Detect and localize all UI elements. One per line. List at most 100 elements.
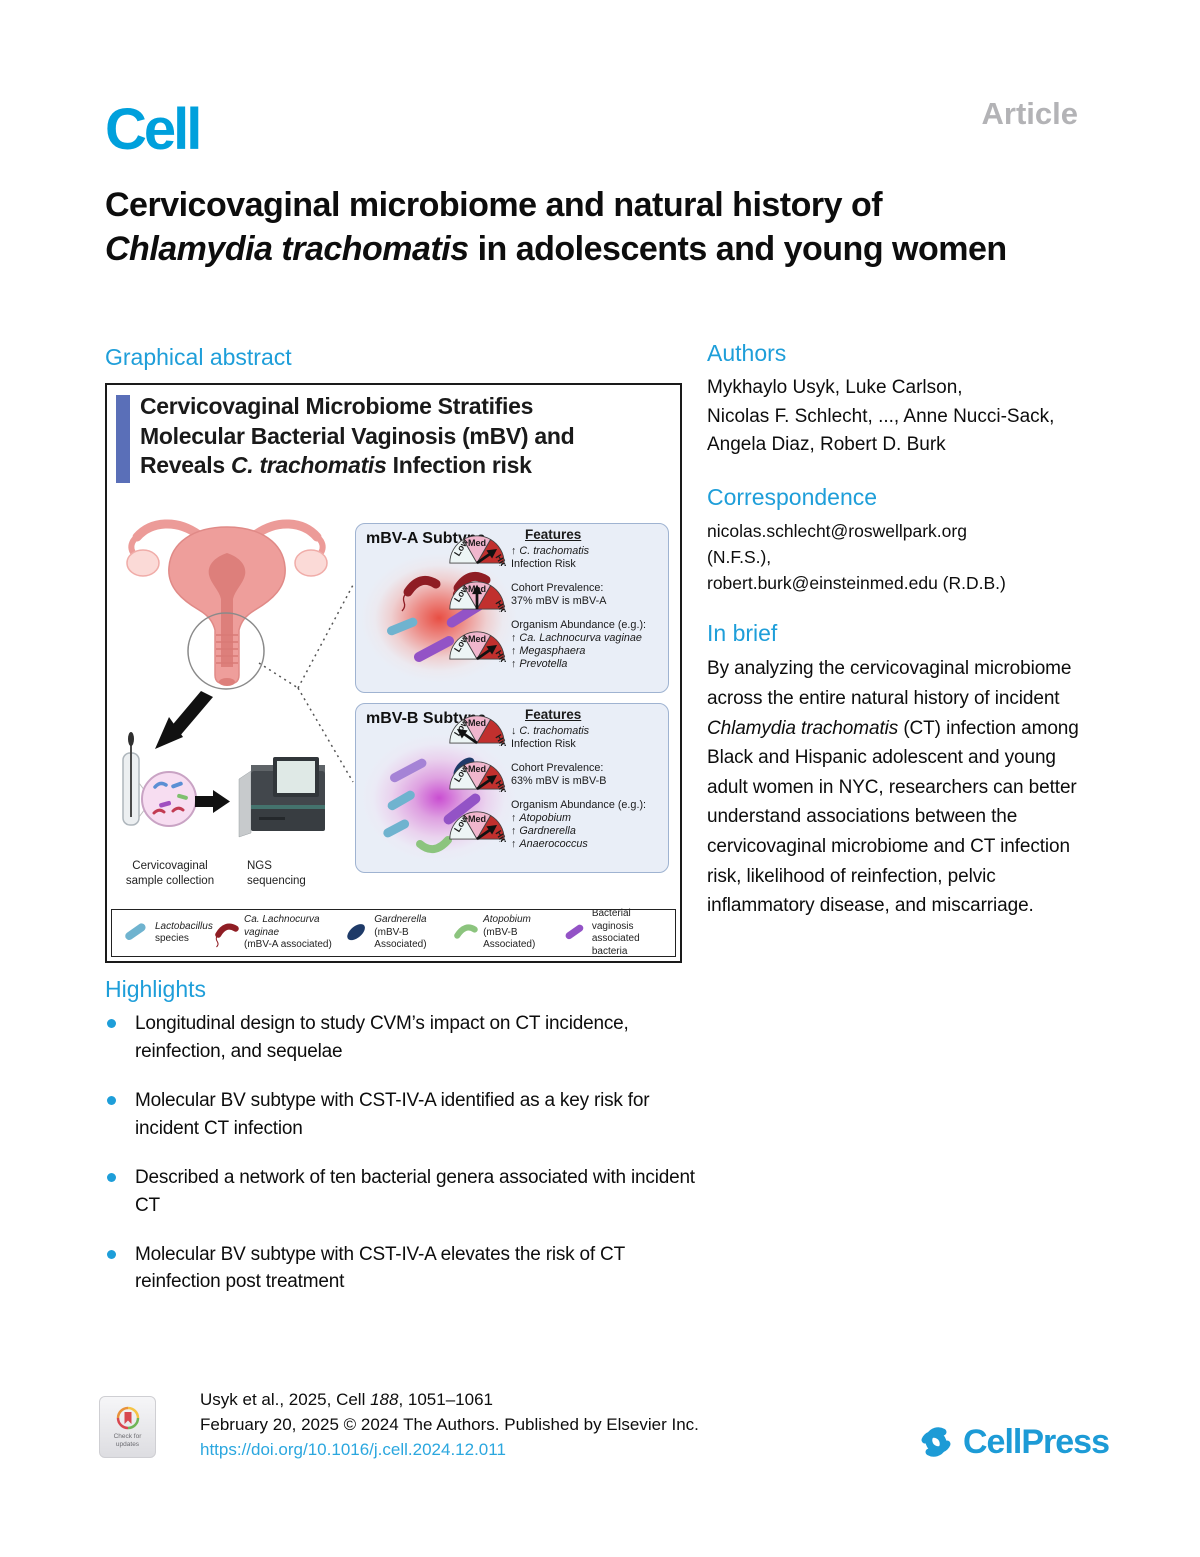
figure-title-accent-bar [116, 395, 130, 483]
author-names: Mykhaylo Usyk, Luke Carlson, Nicolas F. … [707, 374, 1095, 460]
highlight-item: Described a network of ten bacterial gen… [105, 1164, 705, 1220]
cell-journal-logo: Cell [105, 97, 202, 162]
check-updates-icon [116, 1406, 139, 1430]
magnifier-circle [187, 612, 265, 690]
risk-gauge-icon: Low Med High [449, 631, 506, 662]
legend-item: Ca. Lachnocurva vaginae (mBV-A associated… [213, 914, 343, 952]
author-line: Nicolas F. Schlecht, ..., Anne Nucci-Sac… [707, 405, 1055, 427]
cellpress-logo: CellPress [916, 1422, 1110, 1462]
svg-text:High: High [493, 733, 506, 747]
features-heading: Features [525, 527, 582, 542]
highlights-heading: Highlights [105, 976, 206, 1002]
svg-text:High: High [493, 648, 506, 662]
rod-bacterium-icon [125, 923, 146, 941]
bacteria-cloud-mbv-a [360, 550, 518, 686]
svg-text:Med: Med [468, 634, 486, 644]
in-brief-heading: In brief [707, 620, 778, 647]
feature-text: Cohort Prevalence: 37% mBV is mBV-A [511, 582, 607, 608]
svg-text:High: High [493, 779, 506, 793]
feature-text: Cohort Prevalence: 63% mBV is mBV-B [511, 762, 607, 788]
features-heading: Features [525, 707, 582, 722]
check-updates-label: Check for updates [113, 1432, 142, 1448]
feature-row: Low Med High Features ↑ C. trachomatis Inf… [448, 527, 664, 571]
author-line: Angela Diaz, Robert D. Burk [707, 434, 946, 455]
highlight-text: Described a network of ten bacterial gen… [135, 1166, 695, 1216]
correspondence-heading: Correspondence [707, 483, 878, 510]
highlights-list: Longitudinal design to study CVM’s impac… [105, 1010, 705, 1317]
legend-item: Lactobacillus species [120, 918, 213, 948]
legend-item: Gardnerella (mBV-B Associated) [343, 914, 452, 952]
citation-block: Usyk et al., 2025, Cell 188, 1051–1061 F… [200, 1388, 699, 1463]
bullet-icon [107, 1019, 116, 1028]
panel-title: mBV-B Subtype [366, 710, 487, 727]
article-type-badge: Article [981, 96, 1078, 131]
svg-text:Med: Med [468, 764, 486, 774]
svg-text:Med: Med [468, 538, 486, 548]
panel-feature-rows: Low Med High Features ↓ C. trachomatis Inf… [448, 707, 664, 858]
figure-legend: Lactobacillus species Ca. Lachnocurva vag… [111, 908, 676, 958]
dashed-link-lines [258, 584, 354, 783]
sample-collection-label: Cervicovaginal sample collection [125, 860, 215, 887]
legend-label: Gardnerella (mBV-B Associated) [374, 914, 427, 951]
risk-gauge-icon: Low Med High [449, 761, 506, 793]
correspondence-emails: nicolas.schlecht@roswellpark.org (N.F.S.… [707, 518, 1095, 597]
risk-gauge-icon: Low Med High [449, 811, 506, 842]
page-title: Cervicovaginal microbiome and natural hi… [105, 186, 1007, 268]
svg-text:Med: Med [468, 814, 486, 824]
graphical-abstract-figure: Cervicovaginal Microbiome Stratifies Mole… [105, 383, 682, 963]
risk-gauge-icon: Low Med High [449, 581, 506, 613]
feature-text: Features ↓ C. trachomatis Infection Risk [511, 707, 590, 751]
cellpress-wordmark: CellPress [963, 1422, 1110, 1461]
legend-item: Atopobium (mBV-B Associated) [452, 914, 561, 952]
in-brief-text: By analyzing the cervicovaginal microbio… [707, 658, 1079, 917]
bacteria-shapes-mbv-b [383, 757, 481, 854]
highlight-text: Longitudinal design to study CVM’s impac… [135, 1013, 629, 1062]
highlight-item: Molecular BV subtype with CST-IV-A ident… [105, 1087, 705, 1143]
legend-label: Atopobium (mBV-B Associated) [483, 914, 536, 951]
correspondence-line: nicolas.schlecht@roswellpark.org [707, 520, 967, 541]
svg-text:High: High [493, 553, 506, 567]
legend-item: Bacterial vaginosis associated bacteria [561, 908, 667, 958]
feature-row: Low Med High Organism Abundance (e.g.): ↑… [448, 799, 664, 851]
ngs-sequencing-label: NGS sequencing [247, 860, 306, 887]
highlight-text: Molecular BV subtype with CST-IV-A ident… [135, 1089, 650, 1139]
correspondence-line: (N.F.S.), [707, 546, 772, 567]
doi-link[interactable]: https://doi.org/10.1016/j.cell.2024.12.0… [200, 1439, 506, 1459]
author-line: Mykhaylo Usyk, Luke Carlson, [707, 377, 963, 398]
bacteria-cloud-mbv-b [360, 730, 518, 866]
rod-bacterium-icon [565, 924, 583, 940]
crescent-bacterium-icon [454, 924, 478, 939]
ellipse-bacterium-icon [347, 924, 366, 941]
feature-text: Organism Abundance (e.g.): ↑ Atopobium ↑ G… [511, 799, 647, 850]
subtype-panel-mbv-a: mBV-A Subtype Low Med High Features ↑ C. … [355, 523, 669, 693]
feature-row: Low Med High Organism Abundance (e.g.): ↑… [448, 619, 664, 671]
cellpress-mark-icon [921, 1427, 951, 1457]
crescent-tail-bacterium-icon [214, 923, 239, 948]
highlight-item: Longitudinal design to study CVM’s impac… [105, 1010, 705, 1066]
svg-text:Med: Med [468, 718, 486, 728]
feature-row: Low Med High Features ↓ C. trachomatis Inf… [448, 707, 664, 751]
authors-heading: Authors [707, 340, 787, 366]
feature-row: Low Med High Cohort Prevalence: 63% mBV i… [448, 758, 664, 792]
check-for-updates-badge[interactable]: Check for updates [99, 1396, 156, 1458]
risk-gauge-icon: Low Med High [449, 535, 506, 567]
highlight-text: Molecular BV subtype with CST-IV-A eleva… [135, 1243, 625, 1293]
bullet-icon [107, 1095, 116, 1105]
subtype-panel-mbv-b: mBV-B Subtype Low Med High Features ↓ C. … [355, 703, 669, 873]
legend-label: Bacterial vaginosis associated bacteria [591, 908, 640, 957]
risk-gauge-icon: Low Med High [449, 715, 506, 747]
svg-text:High: High [493, 828, 506, 842]
svg-text:High: High [493, 599, 506, 613]
publication-line: February 20, 2025 © 2024 The Authors. Pu… [200, 1414, 699, 1434]
graphical-abstract-heading: Graphical abstract [105, 344, 292, 370]
bullet-icon [107, 1172, 116, 1182]
panel-title: mBV-A Subtype [366, 530, 486, 547]
feature-row: Low Med High Cohort Prevalence:37% mBV i… [448, 578, 664, 612]
bullet-icon [107, 1249, 116, 1259]
highlight-item: Molecular BV subtype with CST-IV-A eleva… [105, 1241, 705, 1297]
correspondence-line: robert.burk@einsteinmed.edu (R.D.B.) [707, 573, 1006, 593]
feature-text: Features ↑ C. trachomatis Infection Risk [511, 527, 590, 571]
legend-label: Ca. Lachnocurva vaginae (mBV-A associated… [244, 914, 332, 951]
figure-title: Cervicovaginal Microbiome Stratifies Mole… [140, 393, 575, 479]
